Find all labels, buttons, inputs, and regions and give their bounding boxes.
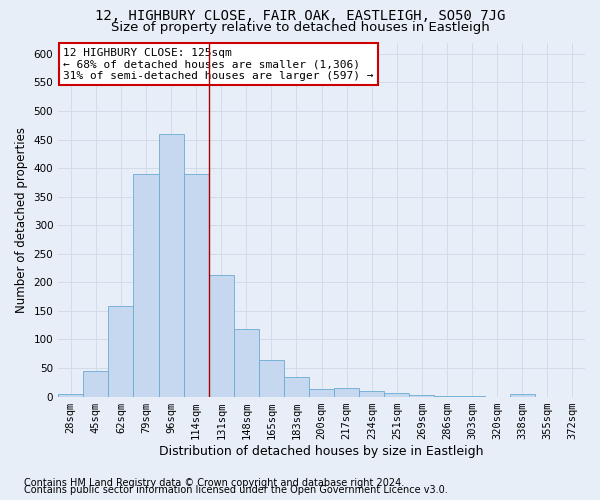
Bar xyxy=(234,329,259,396)
Bar xyxy=(83,372,109,396)
Text: Contains public sector information licensed under the Open Government Licence v3: Contains public sector information licen… xyxy=(24,485,448,495)
Bar xyxy=(259,360,284,397)
Bar xyxy=(158,134,184,396)
Text: Contains HM Land Registry data © Crown copyright and database right 2024.: Contains HM Land Registry data © Crown c… xyxy=(24,478,404,488)
Text: 12 HIGHBURY CLOSE: 125sqm
← 68% of detached houses are smaller (1,306)
31% of se: 12 HIGHBURY CLOSE: 125sqm ← 68% of detac… xyxy=(64,48,374,81)
Y-axis label: Number of detached properties: Number of detached properties xyxy=(15,126,28,312)
Bar xyxy=(385,393,409,396)
Bar xyxy=(309,388,334,396)
Bar xyxy=(109,306,133,396)
Bar xyxy=(334,388,359,396)
Bar xyxy=(133,174,158,396)
Bar xyxy=(510,394,535,396)
Bar xyxy=(209,275,234,396)
Text: Size of property relative to detached houses in Eastleigh: Size of property relative to detached ho… xyxy=(110,22,490,35)
Bar xyxy=(284,376,309,396)
X-axis label: Distribution of detached houses by size in Eastleigh: Distribution of detached houses by size … xyxy=(160,444,484,458)
Bar xyxy=(184,174,209,396)
Bar xyxy=(359,391,385,396)
Bar xyxy=(58,394,83,396)
Text: 12, HIGHBURY CLOSE, FAIR OAK, EASTLEIGH, SO50 7JG: 12, HIGHBURY CLOSE, FAIR OAK, EASTLEIGH,… xyxy=(95,9,505,23)
